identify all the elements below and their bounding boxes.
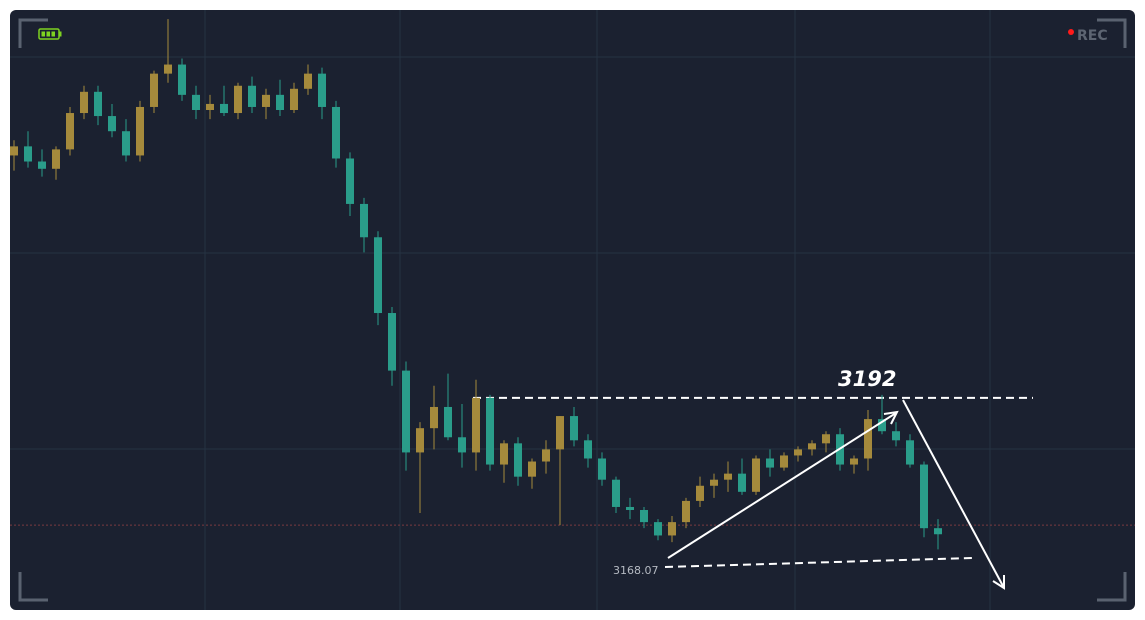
candle-body: [318, 73, 326, 107]
candle-body: [122, 131, 130, 156]
candle-body: [864, 419, 872, 459]
candle-body: [514, 443, 522, 477]
candle-body: [24, 146, 32, 162]
candle-body: [598, 458, 606, 480]
battery-icon: [38, 28, 62, 40]
candle-body: [346, 158, 354, 204]
candle-body: [276, 94, 284, 110]
candle-body: [626, 506, 634, 510]
candle-body: [850, 458, 858, 465]
candle-body: [920, 464, 928, 529]
candle-body: [808, 443, 816, 450]
candle-body: [668, 522, 676, 536]
candle-body: [206, 103, 214, 110]
candle-body: [542, 449, 550, 462]
candle-body: [38, 161, 46, 169]
candle-body: [570, 416, 578, 441]
annotations: [664, 399, 1005, 590]
candle-body: [458, 437, 466, 453]
candle-body: [52, 149, 60, 169]
candle-body: [794, 449, 802, 456]
candle-body: [878, 419, 886, 432]
candle-body: [584, 440, 592, 459]
candle-body: [262, 94, 270, 107]
candle-body: [136, 106, 144, 156]
candle-body: [402, 370, 410, 453]
candle-body: [640, 510, 648, 523]
candle-body: [388, 313, 396, 371]
candle-body: [234, 85, 242, 114]
candle-body: [486, 397, 494, 465]
candle-body: [178, 64, 186, 95]
candle-body: [416, 428, 424, 453]
rec-dot: [1068, 29, 1074, 35]
candle-body: [290, 88, 298, 110]
candle-body: [80, 91, 88, 114]
candle-body: [10, 146, 18, 156]
candle-body: [374, 237, 382, 314]
candle-body: [192, 94, 200, 110]
candle-body: [822, 434, 830, 444]
candle-body: [906, 440, 914, 465]
candle-body: [304, 73, 312, 89]
candle-body: [332, 106, 340, 159]
candle-body: [752, 458, 760, 492]
candle-body: [724, 473, 732, 480]
candle-body: [444, 406, 452, 438]
candle-body: [164, 64, 172, 74]
candle-body: [766, 458, 774, 468]
candle-body: [472, 397, 480, 453]
candle-body: [430, 406, 438, 429]
candle-body: [780, 455, 788, 468]
candle-body: [612, 479, 620, 507]
candle-body: [500, 443, 508, 465]
candle-body: [682, 500, 690, 523]
candle-body: [66, 113, 74, 150]
chart-background: [10, 10, 1135, 610]
candle-body: [220, 103, 228, 114]
candle-body: [892, 431, 900, 441]
candle-body: [654, 522, 662, 536]
candle-body: [696, 485, 704, 501]
candle-body: [710, 479, 718, 486]
candle-body: [94, 91, 102, 117]
candles: [10, 19, 1135, 550]
support-label: 3168.07: [613, 564, 659, 577]
candle-body: [934, 528, 942, 535]
candle-body: [738, 473, 746, 492]
candle-body: [360, 203, 368, 238]
candle-body: [108, 116, 116, 132]
rec-label: REC: [1077, 28, 1108, 44]
candle-body: [528, 461, 536, 477]
resistance-label: 3192: [838, 367, 896, 391]
candle-body: [248, 85, 256, 107]
frame-corners: [18, 18, 1127, 602]
grid: [10, 10, 1135, 610]
candle-body: [556, 416, 564, 450]
candle-body: [150, 73, 158, 107]
